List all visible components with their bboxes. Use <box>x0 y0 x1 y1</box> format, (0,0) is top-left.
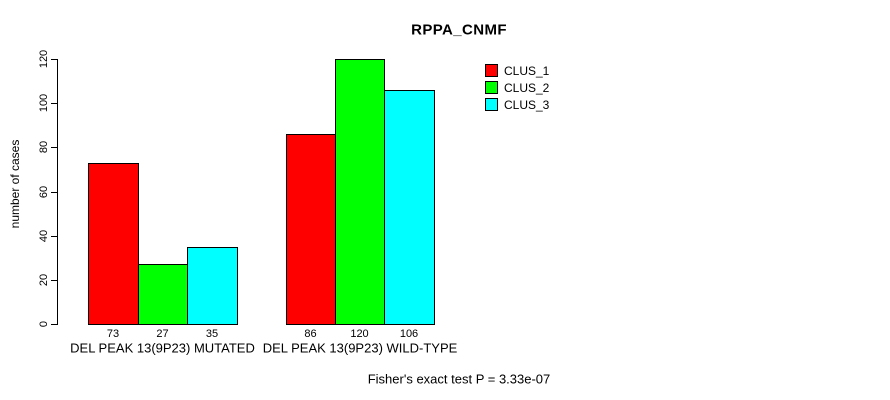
bar-value-label-clus_2-group2: 120 <box>350 328 369 340</box>
chart-title: RPPA_CNMF <box>411 21 507 39</box>
y-tick-mark-0 <box>51 324 57 325</box>
legend-swatch-clus_3 <box>485 98 498 111</box>
y-tick-label-80: 80 <box>38 140 50 154</box>
category-label-group1: DEL PEAK 13(9P23) MUTATED <box>70 340 255 356</box>
y-tick-mark-80 <box>51 147 57 148</box>
legend-swatch-clus_2 <box>485 81 498 94</box>
bar-value-label-clus_3-group1: 35 <box>205 328 219 340</box>
legend-label-clus_1: CLUS_1 <box>504 63 550 78</box>
category-label-group2: DEL PEAK 13(9P23) WILD-TYPE <box>262 340 458 356</box>
y-tick-mark-100 <box>51 103 57 104</box>
y-axis-label: number of cases <box>8 139 22 229</box>
legend-label-clus_2: CLUS_2 <box>504 80 550 95</box>
y-tick-mark-60 <box>51 192 57 193</box>
bar-clus_1-group2 <box>286 134 336 325</box>
bar-value-label-clus_2-group1: 27 <box>156 328 169 340</box>
y-tick-label-0: 0 <box>38 320 50 328</box>
bar-clus_3-group2 <box>384 90 435 325</box>
footnote: Fisher's exact test P = 3.33e-07 <box>367 371 551 387</box>
legend: CLUS_1 CLUS_2 CLUS_3 <box>485 62 549 113</box>
legend-item-clus_2: CLUS_2 <box>485 79 549 96</box>
bar-value-label-clus_3-group2: 106 <box>399 328 419 340</box>
y-tick-label-100: 100 <box>38 93 50 113</box>
y-tick-label-20: 20 <box>38 273 50 287</box>
y-axis-line <box>57 59 58 325</box>
y-tick-label-120: 120 <box>38 49 50 69</box>
bar-clus_1-group1 <box>88 163 139 325</box>
bar-value-label-clus_1-group1: 73 <box>106 328 120 340</box>
legend-item-clus_1: CLUS_1 <box>485 62 549 79</box>
legend-swatch-clus_1 <box>485 64 498 77</box>
bar-clus_2-group1 <box>138 264 188 325</box>
y-tick-mark-20 <box>51 280 57 281</box>
y-tick-mark-120 <box>51 59 57 60</box>
bar-clus_3-group1 <box>187 247 238 325</box>
y-tick-mark-40 <box>51 236 57 237</box>
legend-item-clus_3: CLUS_3 <box>485 96 549 113</box>
legend-label-clus_3: CLUS_3 <box>504 97 550 112</box>
y-tick-label-60: 60 <box>38 185 50 199</box>
bar-value-label-clus_1-group2: 86 <box>304 328 317 340</box>
y-tick-label-40: 40 <box>38 229 50 243</box>
bar-clus_2-group2 <box>335 59 385 325</box>
